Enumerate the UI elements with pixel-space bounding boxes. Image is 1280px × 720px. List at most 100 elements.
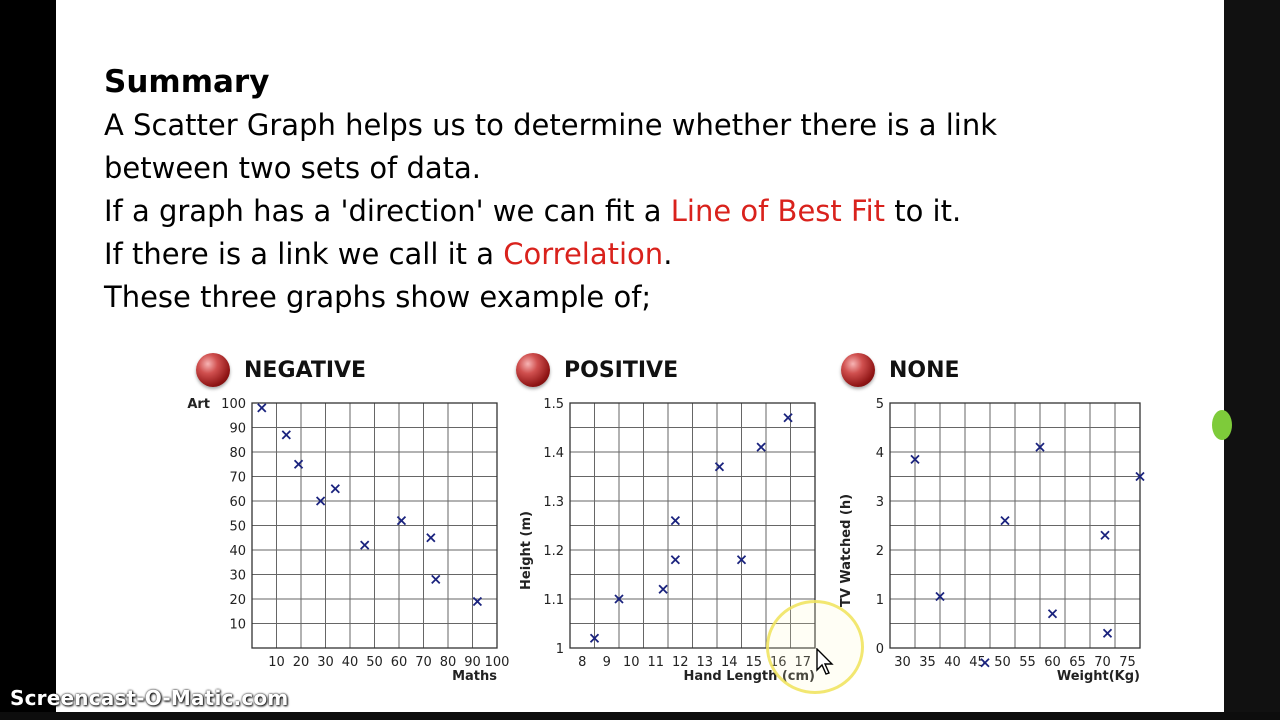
plot-frame (569, 402, 816, 649)
data-point-stroke (614, 594, 624, 604)
summary-line-4-end: . (663, 237, 673, 271)
negative-graph-header: NEGATIVE (196, 350, 366, 390)
data-point-stroke (736, 555, 747, 565)
data-point (396, 515, 407, 526)
summary-line-4: If there is a link we call it a Correlat… (104, 237, 672, 271)
data-point-stroke (1135, 471, 1145, 482)
x-tick-label: 90 (464, 655, 481, 670)
data-point-stroke (589, 633, 600, 643)
data-point-stroke (315, 496, 326, 506)
y-tick-label: 80 (229, 446, 246, 461)
right-edge-strip (1224, 0, 1280, 720)
x-tick-label: 35 (919, 655, 936, 670)
y-tick-label: 10 (229, 618, 246, 633)
red-bullet-icon (516, 353, 550, 387)
mouse-pointer-icon (816, 648, 834, 675)
x-tick-label: 50 (366, 655, 383, 670)
data-point (1135, 471, 1145, 482)
x-tick-label: 75 (1119, 655, 1136, 670)
data-point (472, 596, 483, 607)
data-point-stroke (257, 403, 267, 413)
x-tick-label: 30 (894, 655, 911, 670)
x-tick-label: 60 (1044, 655, 1061, 670)
grid-lines (251, 402, 498, 649)
summary-title: Summary (104, 64, 270, 100)
data-point (736, 555, 747, 565)
y-tick-label: 30 (229, 569, 246, 584)
x-tick-label: 12 (672, 655, 689, 670)
y-tick-label: 70 (229, 471, 246, 486)
positive-graph-title: POSITIVE (564, 357, 679, 383)
x-tick-label: 70 (1094, 655, 1111, 670)
data-point-stroke (910, 454, 920, 464)
data-point-stroke (396, 515, 407, 526)
x-axis-label: Maths (452, 669, 497, 684)
data-point-stroke (1102, 628, 1113, 638)
plot-frame (889, 402, 1141, 649)
x-tick-label: 55 (1019, 655, 1036, 670)
data-point (756, 442, 766, 452)
data-point (1000, 515, 1010, 526)
summary-line-3: If a graph has a 'direction' we can fit … (104, 194, 961, 228)
x-tick-label: 80 (440, 655, 457, 670)
data-point-stroke (756, 442, 766, 452)
y-tick-label: 2 (876, 544, 884, 559)
data-point (935, 591, 945, 602)
x-tick-label: 50 (994, 655, 1011, 670)
y-tick-label: 4 (876, 446, 884, 461)
y-tick-label: 1 (876, 593, 884, 608)
data-point (431, 574, 441, 585)
none-graph-title: NONE (889, 357, 960, 383)
grid-lines (889, 402, 1141, 649)
red-bullet-icon (196, 353, 230, 387)
plot-frame (251, 402, 498, 649)
data-point (783, 413, 793, 423)
grid-lines (569, 402, 816, 649)
data-point-stroke (670, 555, 680, 565)
x-tick-label: 11 (647, 655, 664, 670)
summary-line-5: These three graphs show example of; (104, 280, 652, 314)
data-point-stroke (330, 484, 340, 494)
summary-line-4-text: If there is a link we call it a (104, 237, 504, 271)
data-point (315, 496, 326, 506)
data-point (360, 540, 370, 550)
y-tick-label: 20 (229, 593, 246, 608)
bottom-bar (0, 712, 1280, 720)
summary-line-1: A Scatter Graph helps us to determine wh… (104, 108, 998, 142)
data-point-stroke (431, 574, 441, 585)
y-tick-label: 0 (876, 642, 884, 657)
summary-line-3-text: If a graph has a 'direction' we can fit … (104, 194, 671, 228)
data-point-stroke (980, 658, 990, 668)
y-tick-label: 90 (229, 422, 246, 437)
green-marker-icon (1212, 410, 1232, 440)
data-point-stroke (1035, 442, 1045, 452)
data-point-stroke (714, 462, 725, 472)
y-tick-label: 1.5 (543, 397, 564, 412)
data-point (714, 462, 725, 472)
y-tick-label: 5 (876, 397, 884, 412)
data-point (670, 555, 680, 565)
positive-graph-header: POSITIVE (516, 350, 678, 390)
data-point (426, 533, 436, 543)
correlation-term: Correlation (503, 237, 664, 271)
data-point-stroke (360, 540, 370, 550)
data-point-stroke (1100, 530, 1110, 540)
x-tick-label: 40 (944, 655, 961, 670)
x-tick-label: 14 (721, 655, 738, 670)
y-tick-label: 3 (876, 495, 884, 510)
slide: Summary A Scatter Graph helps us to dete… (56, 0, 1224, 720)
x-axis-label: Weight(Kg) (1057, 669, 1140, 684)
data-point (1100, 530, 1110, 540)
x-tick-label: 65 (1069, 655, 1086, 670)
y-tick-label: 1.2 (543, 544, 564, 559)
data-point (257, 403, 267, 413)
data-point (1102, 628, 1113, 638)
cursor-highlight-circle (766, 600, 864, 694)
x-tick-label: 20 (293, 655, 310, 670)
data-point-stroke (1000, 515, 1010, 526)
line-of-best-fit-term: Line of Best Fit (670, 194, 885, 228)
y-axis-label: TV Watched (h) (839, 494, 854, 607)
data-point-stroke (293, 459, 304, 469)
x-tick-label: 40 (342, 655, 359, 670)
